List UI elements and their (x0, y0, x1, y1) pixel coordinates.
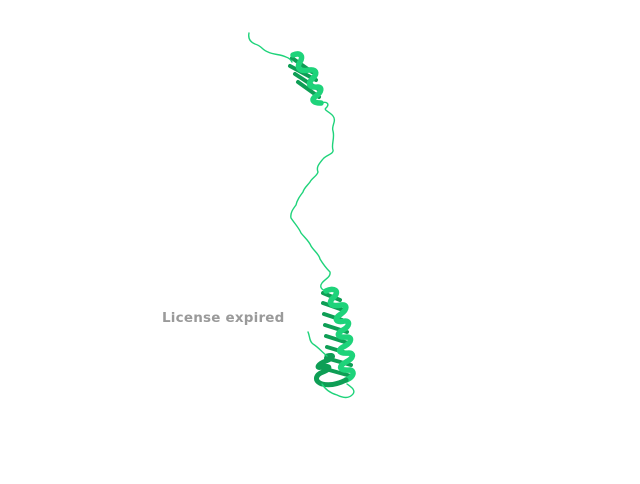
coil-linker (290, 101, 336, 292)
upper-helix (288, 51, 324, 106)
license-expired-label: License expired (162, 310, 285, 326)
coil-n-terminus (248, 32, 293, 63)
lower-helix-bundle (307, 286, 356, 399)
